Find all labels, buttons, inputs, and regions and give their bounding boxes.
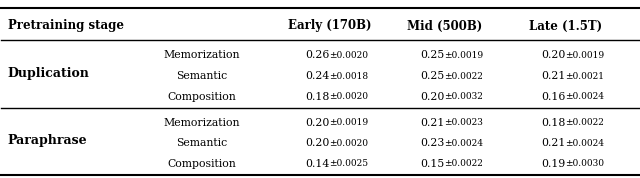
Text: 0.20: 0.20 bbox=[541, 50, 565, 60]
Text: ±0.0018: ±0.0018 bbox=[330, 72, 369, 80]
Text: ±0.0019: ±0.0019 bbox=[444, 51, 483, 60]
Text: ±0.0020: ±0.0020 bbox=[330, 51, 369, 60]
Text: ±0.0022: ±0.0022 bbox=[444, 72, 483, 80]
Text: 0.21: 0.21 bbox=[541, 71, 565, 81]
Text: Duplication: Duplication bbox=[8, 67, 90, 80]
Text: Pretraining stage: Pretraining stage bbox=[8, 19, 124, 32]
Text: Semantic: Semantic bbox=[177, 138, 228, 148]
Text: Memorization: Memorization bbox=[164, 118, 241, 128]
Text: 0.20: 0.20 bbox=[305, 118, 330, 128]
Text: 0.21: 0.21 bbox=[541, 138, 565, 148]
Text: 0.26: 0.26 bbox=[305, 50, 330, 60]
Text: 0.20: 0.20 bbox=[420, 92, 444, 102]
Text: ±0.0024: ±0.0024 bbox=[565, 139, 604, 148]
Text: 0.24: 0.24 bbox=[305, 71, 330, 81]
Text: ±0.0024: ±0.0024 bbox=[565, 92, 604, 101]
Text: 0.23: 0.23 bbox=[420, 138, 444, 148]
Text: 0.21: 0.21 bbox=[420, 118, 444, 128]
Text: ±0.0025: ±0.0025 bbox=[330, 159, 369, 168]
Text: ±0.0022: ±0.0022 bbox=[444, 159, 483, 168]
Text: 0.19: 0.19 bbox=[541, 159, 565, 169]
Text: 0.18: 0.18 bbox=[305, 92, 330, 102]
Text: Composition: Composition bbox=[168, 92, 237, 102]
Text: Late (1.5T): Late (1.5T) bbox=[529, 19, 602, 32]
Text: Memorization: Memorization bbox=[164, 50, 241, 60]
Text: Early (170B): Early (170B) bbox=[288, 19, 371, 32]
Text: ±0.0030: ±0.0030 bbox=[565, 159, 604, 168]
Text: ±0.0021: ±0.0021 bbox=[565, 72, 604, 80]
Text: 0.25: 0.25 bbox=[420, 50, 444, 60]
Text: ±0.0020: ±0.0020 bbox=[330, 139, 369, 148]
Text: ±0.0023: ±0.0023 bbox=[444, 118, 483, 127]
Text: 0.16: 0.16 bbox=[541, 92, 565, 102]
Text: ±0.0020: ±0.0020 bbox=[330, 92, 369, 101]
Text: Composition: Composition bbox=[168, 159, 237, 169]
Text: 0.18: 0.18 bbox=[541, 118, 565, 128]
Text: ±0.0032: ±0.0032 bbox=[444, 92, 483, 101]
Text: 0.25: 0.25 bbox=[420, 71, 444, 81]
Text: 0.15: 0.15 bbox=[420, 159, 444, 169]
Text: Semantic: Semantic bbox=[177, 71, 228, 81]
Text: ±0.0024: ±0.0024 bbox=[444, 139, 483, 148]
Text: Mid (500B): Mid (500B) bbox=[406, 19, 482, 32]
Text: ±0.0019: ±0.0019 bbox=[565, 51, 604, 60]
Text: ±0.0022: ±0.0022 bbox=[565, 118, 604, 127]
Text: Paraphrase: Paraphrase bbox=[8, 134, 88, 147]
Text: ±0.0019: ±0.0019 bbox=[330, 118, 369, 127]
Text: 0.20: 0.20 bbox=[305, 138, 330, 148]
Text: 0.14: 0.14 bbox=[305, 159, 330, 169]
